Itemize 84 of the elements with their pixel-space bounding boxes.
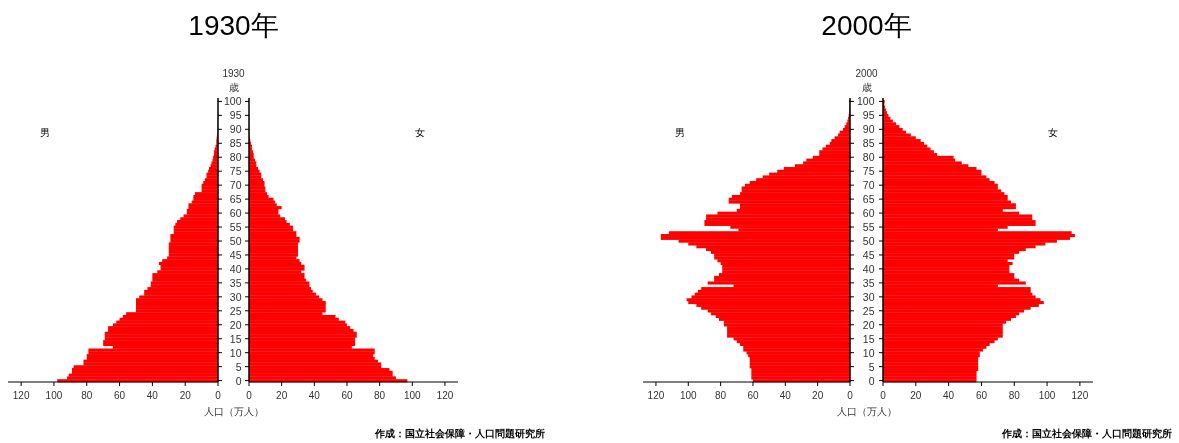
- x-tick-label: 40: [146, 390, 159, 401]
- x-tick-label: 100: [45, 390, 63, 401]
- y-tick-label: 45: [229, 248, 242, 261]
- x-tick-label: 120: [12, 390, 30, 401]
- y-tick-label: 50: [229, 235, 242, 247]
- y-tick-label: 90: [229, 123, 242, 136]
- y-tick-label: 25: [229, 304, 242, 317]
- y-tick-label: 35: [229, 276, 242, 289]
- y-tick-label: 20: [862, 318, 875, 331]
- x-tick-label: 60: [341, 390, 353, 401]
- x-tick-label: 80: [81, 390, 93, 401]
- x-tick-label: 60: [747, 390, 759, 401]
- y-axis-title: 歳: [228, 82, 239, 93]
- x-tick-label: 120: [1071, 390, 1089, 401]
- y-tick-label: 65: [862, 193, 875, 206]
- text: 作成：国立社会保障・人口問題研究所: [374, 428, 545, 439]
- x-tick-label: 0: [246, 390, 253, 401]
- y-tick-label: 70: [862, 179, 875, 192]
- text: 1930: [222, 68, 246, 79]
- y-tick-label: 95: [862, 109, 875, 122]
- y-tick-label: 100: [223, 95, 242, 108]
- text: 2000: [855, 68, 879, 79]
- y-tick-label: 85: [229, 137, 242, 150]
- y-tick-label: 25: [862, 304, 875, 317]
- chart-title: 2000年: [821, 10, 912, 41]
- y-tick-label: 5: [868, 360, 875, 373]
- x-tick-label: 0: [215, 390, 222, 401]
- y-tick-label: 50: [862, 235, 875, 247]
- y-tick-label: 30: [229, 290, 242, 303]
- y-tick-label: 90: [862, 123, 875, 136]
- x-tick-label: 0: [880, 390, 887, 401]
- y-tick-label: 60: [229, 207, 242, 220]
- y-tick-label: 55: [862, 221, 875, 234]
- y-tick-label: 0: [868, 374, 875, 387]
- x-tick-label: 80: [374, 390, 386, 401]
- y-tick-label: 15: [229, 332, 242, 345]
- y-tick-label: 35: [862, 276, 875, 289]
- x-tick-label: 40: [308, 390, 321, 401]
- y-tick-label: 45: [862, 248, 875, 261]
- text: 女: [1048, 127, 1058, 138]
- x-tick-label: 60: [975, 390, 988, 401]
- y-tick-label: 65: [229, 193, 242, 206]
- x-tick-label: 80: [715, 390, 727, 401]
- x-tick-label: 120: [436, 390, 454, 401]
- y-tick-label: 60: [862, 207, 875, 220]
- y-tick-label: 0: [235, 374, 242, 387]
- y-tick-label: 85: [862, 137, 875, 150]
- x-tick-label: 0: [847, 390, 854, 401]
- x-axis-title: 人口（万人）: [836, 406, 897, 417]
- text: 男: [40, 127, 50, 138]
- x-axis-title: 人口（万人）: [203, 406, 264, 417]
- x-tick-label: 100: [403, 390, 422, 401]
- y-tick-label: 30: [862, 290, 875, 303]
- text: 男: [675, 127, 685, 138]
- x-tick-label: 20: [910, 390, 922, 401]
- y-tick-label: 5: [235, 360, 242, 373]
- x-tick-label: 60: [114, 390, 126, 401]
- y-tick-label: 55: [229, 221, 242, 234]
- y-tick-label: 80: [862, 151, 875, 164]
- y-tick-label: 95: [229, 109, 242, 122]
- x-tick-label: 40: [943, 390, 955, 401]
- y-axis-title: 歳: [861, 82, 872, 93]
- text: 作成：国立社会保障・人口問題研究所: [1001, 428, 1172, 439]
- text: 女: [415, 127, 425, 138]
- y-tick-label: 70: [229, 179, 242, 192]
- x-tick-label: 20: [179, 390, 192, 401]
- y-tick-label: 15: [862, 332, 875, 345]
- chart-title: 1930年: [188, 10, 279, 41]
- y-tick-label: 20: [229, 318, 242, 331]
- x-tick-label: 100: [679, 390, 698, 401]
- x-tick-label: 20: [812, 390, 824, 401]
- x-tick-label: 80: [1008, 390, 1021, 401]
- x-tick-label: 40: [779, 390, 792, 401]
- y-tick-label: 40: [229, 262, 242, 275]
- x-tick-label: 20: [276, 390, 288, 401]
- y-tick-label: 100: [856, 95, 875, 108]
- x-tick-label: 100: [1038, 390, 1056, 401]
- y-tick-label: 10: [229, 346, 242, 359]
- y-tick-label: 75: [862, 165, 875, 178]
- y-tick-label: 10: [862, 346, 875, 359]
- y-tick-label: 75: [229, 165, 242, 178]
- y-tick-label: 40: [862, 262, 875, 275]
- x-tick-label: 120: [647, 390, 665, 401]
- y-tick-label: 80: [229, 151, 242, 164]
